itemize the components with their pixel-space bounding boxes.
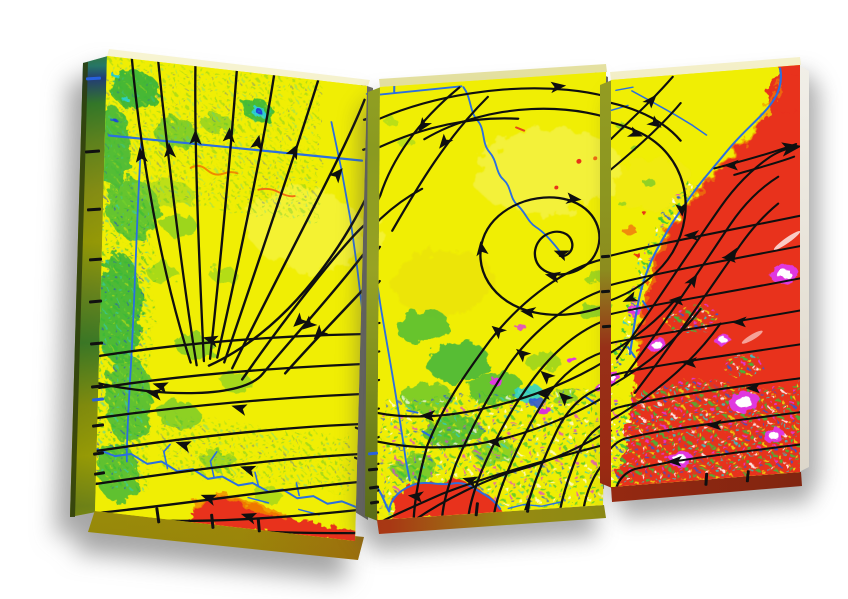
edge-streamline-stub <box>89 341 104 346</box>
canvas-middle-artwork <box>377 71 606 520</box>
edge-streamline-stub <box>86 207 102 212</box>
bottom-streamline-stub <box>257 518 261 533</box>
edge-streamline-stub <box>600 254 611 258</box>
bottom-streamline-stub <box>526 499 531 513</box>
edge-streamline-stub <box>369 500 380 505</box>
bottom-streamline-stub <box>746 470 750 483</box>
edge-streamline-stub <box>90 384 104 389</box>
edge-coast-stub <box>91 397 105 402</box>
edge-border-stub <box>85 76 102 80</box>
edge-streamline-stub <box>88 257 103 262</box>
edge-streamline-stub <box>367 467 379 472</box>
bottom-streamline-stub <box>474 502 480 517</box>
edge-streamline-stub <box>368 485 380 490</box>
edge-streamline-stub <box>92 451 105 456</box>
canvas-left-artwork <box>95 56 367 541</box>
edge-streamline-stub <box>91 423 105 428</box>
edge-streamline-stub <box>93 471 106 476</box>
bottom-streamline-stub <box>155 507 161 524</box>
edge-streamline-stub <box>84 149 101 154</box>
canvas-right-artwork <box>611 65 800 487</box>
bottom-streamline-stub <box>704 472 709 486</box>
edge-streamline-stub <box>88 299 103 304</box>
edge-coast-stub <box>367 451 379 456</box>
bottom-streamline-stub <box>210 513 215 529</box>
edge-streamline-stub <box>600 289 611 293</box>
edge-streamline-stub <box>601 324 612 328</box>
